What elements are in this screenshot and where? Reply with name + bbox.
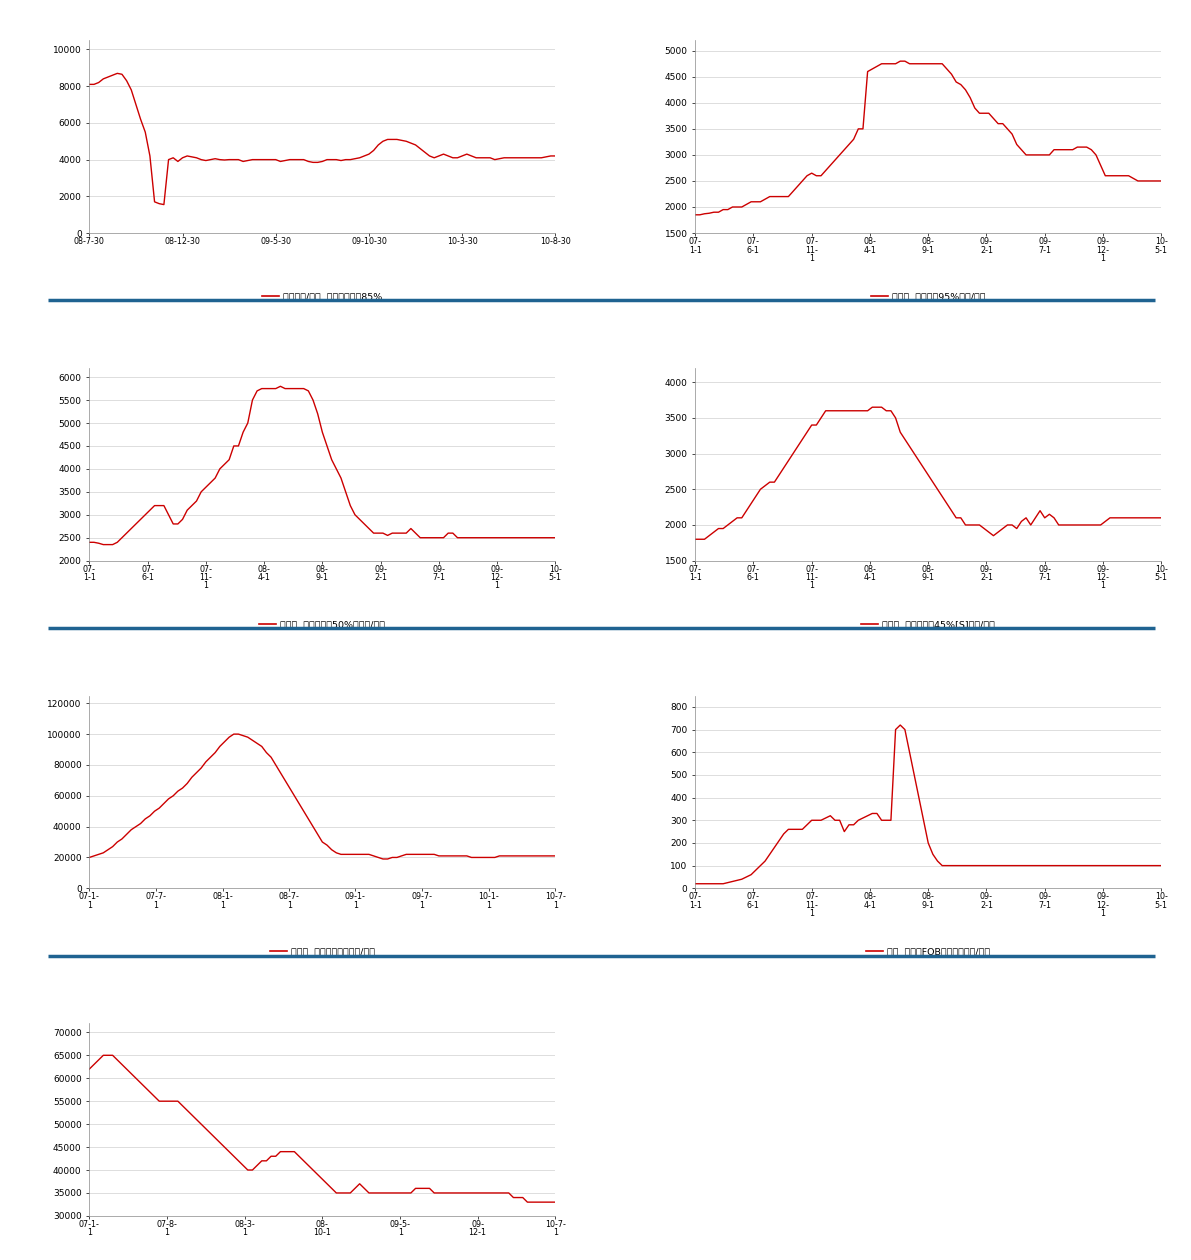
Legend: 复合肥  江苏瑞和牌45%[S]（元/吨）: 复合肥 江苏瑞和牌45%[S]（元/吨）	[861, 620, 994, 629]
Legend: 硫酸钾  新疆罗布泊50%粉（元/吨）: 硫酸钾 新疆罗布泊50%粉（元/吨）	[260, 620, 385, 629]
Legend: 磷酸（元/吨）  澄星集团工业85%: 磷酸（元/吨） 澄星集团工业85%	[262, 292, 382, 301]
Legend: 氯化钾  青海盐湖95%（元/吨）: 氯化钾 青海盐湖95%（元/吨）	[871, 292, 985, 301]
Legend: 草甘膦  浙江新安化工（元/吨）: 草甘膦 浙江新安化工（元/吨）	[270, 948, 375, 956]
Legend: 硫磺  温哥华FOB合同价（美元/吨）: 硫磺 温哥华FOB合同价（美元/吨）	[866, 948, 990, 956]
